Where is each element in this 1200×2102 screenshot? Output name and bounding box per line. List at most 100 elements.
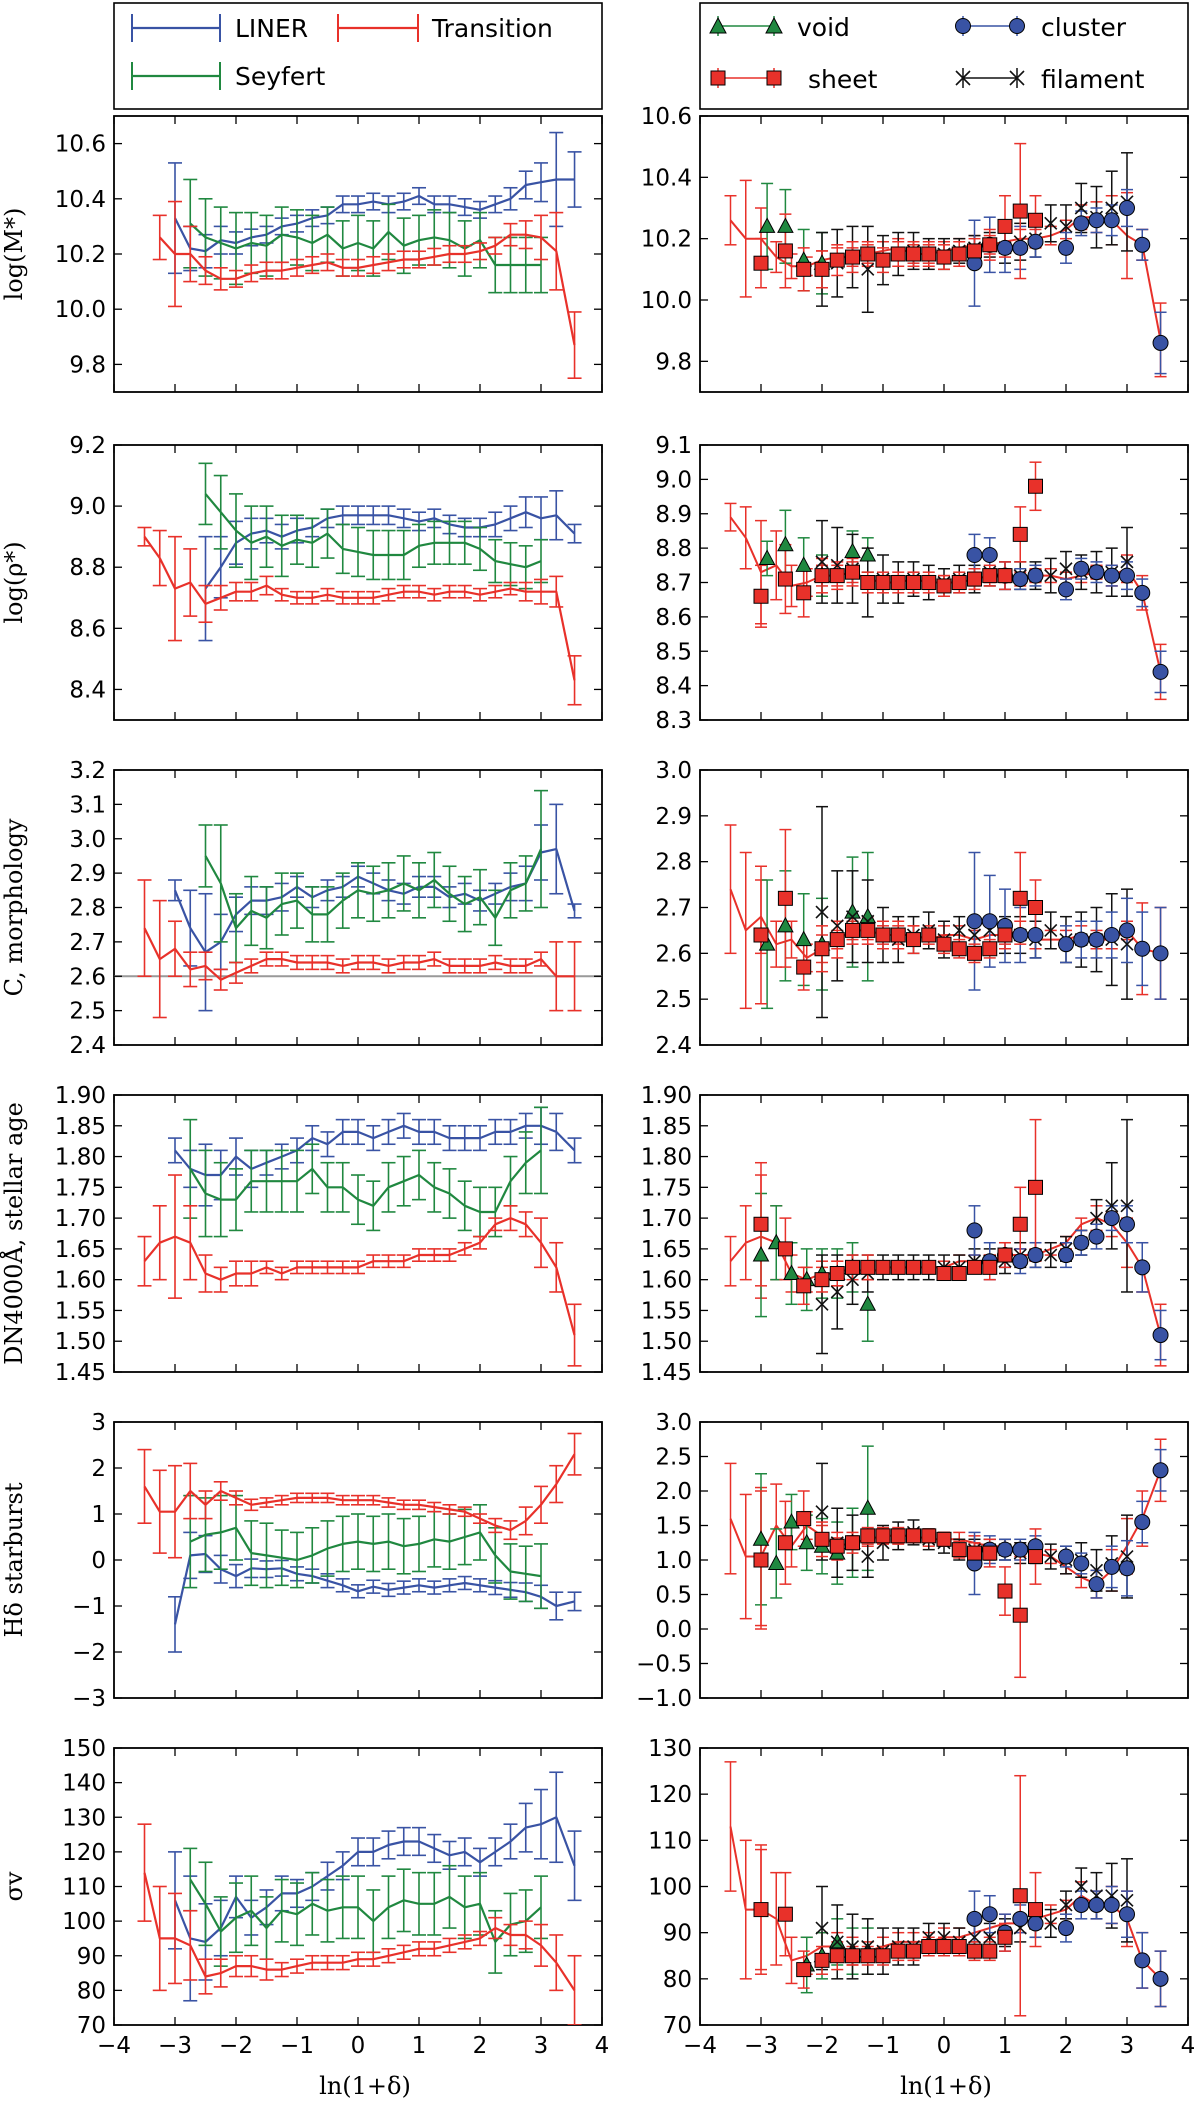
marker-cluster	[1027, 1915, 1044, 1932]
marker-sheet	[921, 927, 937, 943]
x-tick-label: −4	[97, 2033, 131, 2059]
y-tick-label: 10.6	[55, 132, 106, 158]
marker-sheet	[1012, 203, 1028, 219]
y-tick-label: 2.6	[69, 964, 106, 990]
y-tick-label: 8.7	[655, 571, 692, 597]
legend-label-filament: filament	[1041, 65, 1145, 94]
legend-label-cluster: cluster	[1041, 13, 1127, 42]
y-tick-label: −3	[72, 1686, 106, 1712]
marker-sheet	[951, 1542, 967, 1558]
marker-sheet	[936, 1266, 952, 1282]
marker-sheet	[890, 246, 906, 262]
marker-filament	[861, 1549, 875, 1564]
chart-panel-left-row5: −3 −2 −1 0 1 2 3 Hδ starburst	[0, 1410, 603, 1712]
marker-cluster	[1103, 1558, 1120, 1575]
y-tick-label: 8.8	[69, 555, 106, 581]
marker-filament	[1059, 1898, 1073, 1912]
marker-sheet	[997, 1247, 1013, 1263]
marker-filament	[1089, 1211, 1104, 1225]
y-tick-label: 1.0	[655, 1548, 692, 1574]
y-tick-label: 0.0	[655, 1617, 692, 1643]
marker-cluster	[966, 1222, 983, 1239]
series-line-transition	[143, 927, 575, 981]
marker-sheet	[814, 568, 830, 584]
marker-sheet	[814, 1272, 830, 1288]
plot-area	[724, 1118, 1169, 1367]
y-tick-label: 10.2	[641, 227, 692, 253]
marker-sheet	[936, 1531, 952, 1547]
marker-sheet	[814, 941, 830, 957]
marker-sheet	[777, 571, 793, 587]
marker-sheet	[753, 927, 769, 943]
marker-sheet	[777, 1906, 793, 1922]
marker-cluster	[997, 1541, 1013, 1558]
marker-cluster	[1058, 1548, 1074, 1565]
marker-sheet	[982, 568, 998, 584]
marker-sheet	[1012, 1607, 1028, 1623]
marker-filament	[967, 1930, 982, 1944]
series-line-transition	[143, 1453, 576, 1532]
marker-sheet	[845, 1259, 860, 1275]
marker-cluster	[1134, 940, 1151, 957]
marker-filament	[983, 1930, 997, 1944]
series-line-liner	[173, 1552, 575, 1625]
y-axis-label: Hδ starburst	[0, 1482, 28, 1637]
legend-entry-void: void	[709, 13, 850, 42]
marker-cluster	[1152, 945, 1169, 962]
marker-cluster	[1152, 1970, 1169, 1987]
y-tick-label: 2.8	[69, 896, 106, 922]
marker-sheet	[753, 1902, 769, 1918]
marker-sheet	[967, 1259, 982, 1275]
marker-sheet	[906, 1528, 921, 1544]
y-axis-label: log(ρ*)	[0, 541, 28, 623]
marker-sheet	[829, 932, 845, 948]
marker-cluster	[966, 1910, 983, 1927]
y-tick-label: −2	[72, 1640, 106, 1666]
marker-filament	[1120, 1549, 1134, 1564]
marker-filament	[1059, 562, 1073, 576]
marker-cluster	[1152, 1462, 1169, 1479]
marker-filament	[861, 262, 875, 276]
marker-void	[859, 1295, 877, 1311]
marker-sheet	[829, 568, 845, 584]
y-tick-label: 2.5	[655, 1445, 692, 1471]
x-tick-label: 2	[1059, 2033, 1074, 2059]
y-tick-label: 80	[77, 1978, 106, 2004]
marker-sheet	[967, 243, 982, 259]
marker-cluster	[1027, 927, 1044, 943]
marker-sheet	[906, 246, 921, 262]
x-tick-label: 0	[937, 2033, 952, 2059]
marker-sheet	[1012, 526, 1028, 542]
y-tick-label: 2.9	[655, 804, 692, 830]
marker-sheet	[967, 945, 982, 961]
y-tick-label: 8.6	[69, 616, 106, 642]
marker-filament	[830, 1285, 844, 1299]
y-tick-label: 3	[91, 1410, 106, 1436]
marker-cluster	[1073, 1234, 1090, 1251]
y-tick-label: 8.8	[655, 536, 692, 562]
marker-sheet	[951, 575, 967, 590]
chart-panel-right-row6: 70 80 90 100 110 120 130 −4 −3 −2 −1 0 1 2 3 4	[648, 1736, 1195, 2059]
y-tick-label: 9.0	[69, 494, 106, 520]
y-tick-label: 2.7	[69, 930, 106, 956]
y-tick-label: 3.0	[69, 827, 106, 853]
chart-panel-left-row2: 8.4 8.6 8.8 9.0 9.2 log(ρ*)	[0, 433, 603, 721]
marker-cluster	[1058, 936, 1074, 953]
marker-cluster	[1103, 212, 1120, 229]
y-tick-label: 70	[77, 2013, 106, 2039]
marker-cluster	[981, 913, 998, 930]
y-tick-label: 1.60	[641, 1268, 692, 1294]
y-axis-label: σv	[0, 1871, 28, 1901]
y-tick-label: 80	[663, 1967, 692, 1993]
y-tick-label: −1	[72, 1594, 106, 1620]
marker-cluster	[1058, 239, 1074, 256]
marker-sheet	[890, 1259, 906, 1275]
series-line-transition	[143, 1216, 576, 1336]
y-tick-label: 1.65	[55, 1237, 106, 1263]
marker-sheet	[1028, 1179, 1043, 1195]
y-tick-label: 10.0	[641, 288, 692, 314]
plot-area	[152, 131, 582, 380]
series-line-seyfert	[189, 1149, 542, 1214]
series-line-seyfert	[204, 848, 543, 930]
